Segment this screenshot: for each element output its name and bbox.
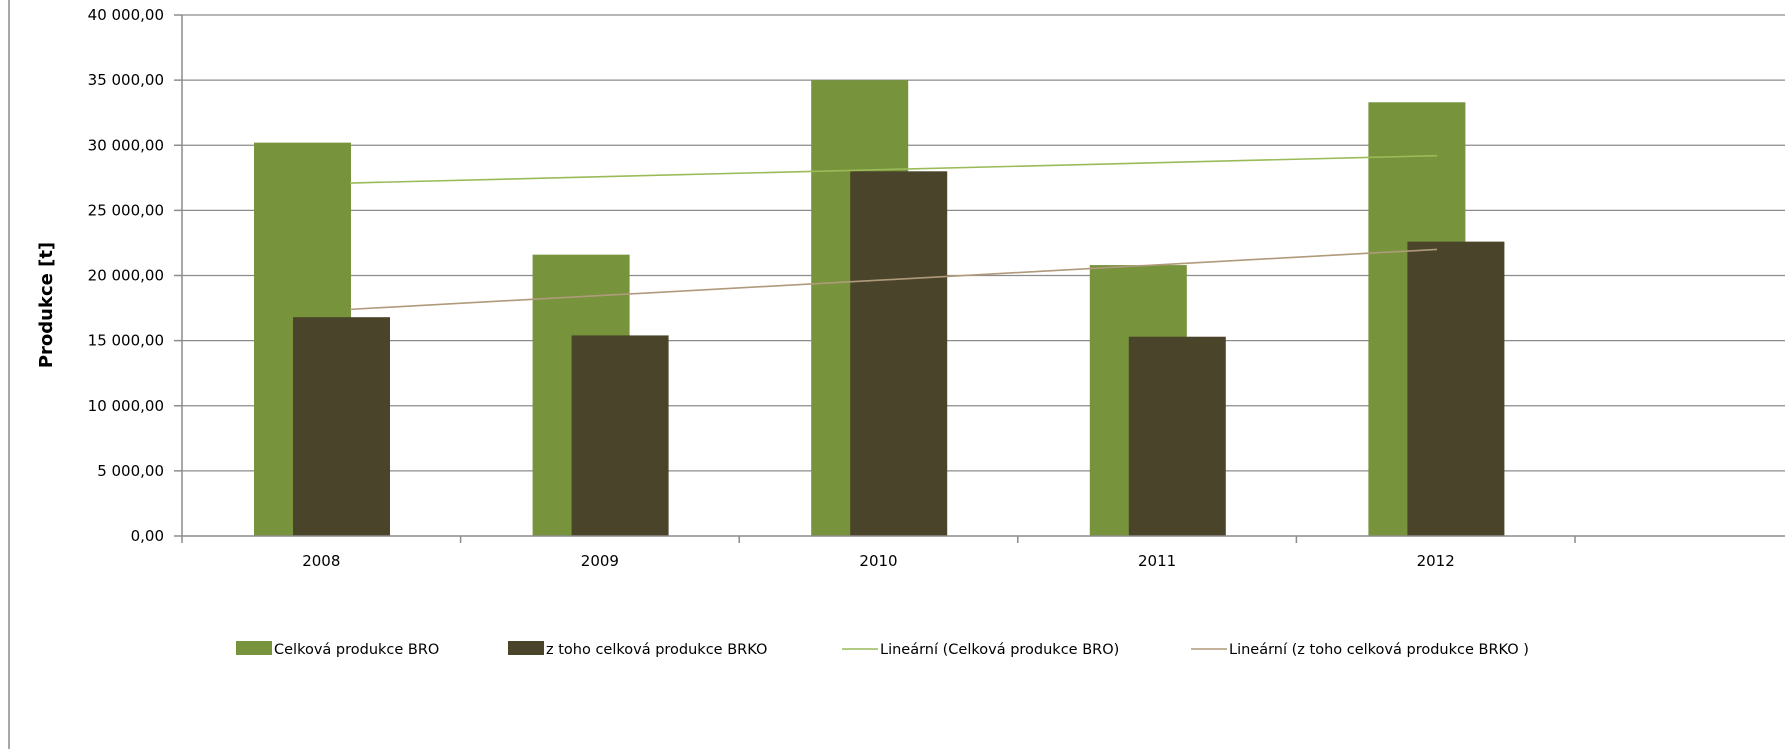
y-tick-label: 5 000,00 <box>97 462 164 480</box>
trendline-1 <box>349 248 1438 311</box>
y-tick-label: 40 000,00 <box>88 6 164 24</box>
x-axis: 2008 2009 2010 2011 2012 <box>181 535 1785 570</box>
y-axis-ticks: 0,00 5 000,00 10 000,00 15 000,00 20 000,00 2… <box>88 6 183 545</box>
bars <box>254 80 1505 537</box>
x-tick-label: 2011 <box>1138 552 1176 570</box>
legend-label-series-0: Celková produkce BRO <box>274 642 439 658</box>
legend: Celková produkce BRO z toho celková produ… <box>236 641 1529 658</box>
trendline-0 <box>349 154 1438 184</box>
x-tick-label: 2008 <box>302 552 340 570</box>
y-tick-label: 0,00 <box>131 527 164 545</box>
y-tick-label: 35 000,00 <box>88 71 164 89</box>
bar-series-1-2010 <box>850 171 948 537</box>
y-tick-label: 25 000,00 <box>88 201 164 219</box>
y-tick-label: 20 000,00 <box>88 267 164 285</box>
y-tick-label: 30 000,00 <box>88 136 164 154</box>
y-tick-label: 15 000,00 <box>88 332 164 350</box>
bar-series-1-2012 <box>1407 241 1505 536</box>
x-tick-label: 2012 <box>1417 552 1455 570</box>
y-axis-label: Produkce [t] <box>36 242 57 368</box>
gridlines <box>182 14 1785 472</box>
bar-series-1-2008 <box>293 317 390 536</box>
legend-swatch-series-1 <box>508 641 544 655</box>
legend-label-trendline-0: Lineární (Celková produkce BRO) <box>880 642 1119 658</box>
legend-label-series-1: z toho celková produkce BRKO <box>546 642 767 658</box>
x-tick-label: 2009 <box>581 552 619 570</box>
x-tick-label: 2010 <box>859 552 897 570</box>
bar-series-1-2009 <box>571 335 669 536</box>
legend-label-trendline-1: Lineární (z toho celková produkce BRKO ) <box>1229 642 1529 658</box>
y-tick-label: 10 000,00 <box>88 397 164 415</box>
bar-series-1-2011 <box>1128 336 1226 536</box>
legend-swatch-series-0 <box>236 641 272 655</box>
trendlines <box>349 154 1438 311</box>
